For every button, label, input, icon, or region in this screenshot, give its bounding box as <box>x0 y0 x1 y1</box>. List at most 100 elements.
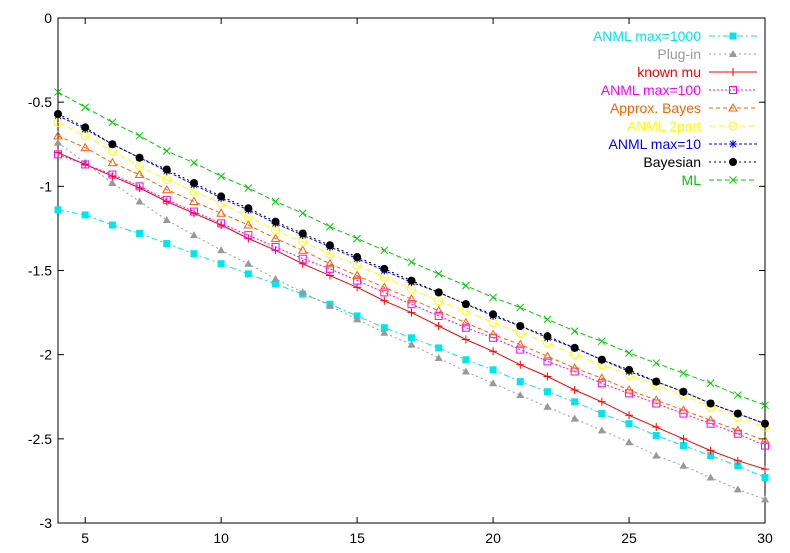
data-point <box>271 217 280 226</box>
series-line <box>57 135 766 441</box>
y-tick-label: -1.5 <box>28 263 52 279</box>
legend-label: ANML max=10 <box>609 136 702 152</box>
legend-label: Bayesian <box>643 154 701 170</box>
series-1 <box>54 138 769 503</box>
data-point <box>625 438 634 446</box>
series-4 <box>53 130 770 445</box>
legend-label: ML <box>682 172 702 188</box>
data-point <box>625 349 633 357</box>
data-point <box>597 355 606 364</box>
data-point <box>353 315 362 323</box>
data-point <box>729 68 737 76</box>
data-point <box>516 345 525 354</box>
data-point <box>489 366 497 374</box>
data-point <box>596 373 607 382</box>
data-point <box>707 452 715 460</box>
data-point <box>190 158 198 167</box>
data-point <box>353 283 362 292</box>
data-point <box>54 206 62 214</box>
data-point <box>761 441 769 450</box>
series-7 <box>54 109 769 428</box>
data-point <box>571 398 579 406</box>
data-point <box>135 184 144 193</box>
y-tick-label: -3 <box>40 515 53 531</box>
data-point <box>516 322 525 331</box>
series-line <box>57 153 766 447</box>
data-point <box>81 211 89 219</box>
data-point <box>135 153 144 162</box>
legend-entry: ANML max=1000 <box>593 28 757 44</box>
data-point <box>624 385 634 394</box>
data-point <box>678 405 689 414</box>
data-point <box>217 192 226 201</box>
series-line <box>57 209 766 479</box>
data-point <box>569 363 580 372</box>
data-point <box>761 401 769 410</box>
data-point <box>570 386 579 395</box>
data-point <box>54 88 62 96</box>
data-point <box>597 337 606 346</box>
data-point <box>353 234 361 243</box>
data-point <box>543 388 551 396</box>
data-point <box>272 280 280 288</box>
data-point <box>761 495 769 503</box>
data-point <box>729 140 737 148</box>
data-point <box>679 434 688 443</box>
data-point <box>461 335 470 344</box>
legend-label: ANML 2part <box>627 118 701 134</box>
data-point <box>107 157 118 167</box>
data-point <box>380 264 389 273</box>
data-point <box>407 258 416 266</box>
data-point <box>729 176 737 184</box>
data-point <box>597 426 606 434</box>
x-tick-label: 20 <box>485 530 501 546</box>
data-point <box>729 158 737 166</box>
data-point <box>217 246 226 254</box>
data-point <box>761 474 769 482</box>
data-point <box>353 276 362 285</box>
data-point <box>461 300 470 309</box>
data-point <box>434 270 443 278</box>
data-point <box>325 264 334 273</box>
data-point <box>325 258 335 268</box>
series-layer <box>53 88 770 503</box>
series-line <box>57 121 766 428</box>
legend-label: Plug-in <box>657 46 701 62</box>
data-point <box>298 259 307 268</box>
data-point <box>489 379 498 387</box>
data-point <box>135 131 144 140</box>
data-point <box>761 465 769 474</box>
data-point <box>162 175 172 185</box>
data-point <box>729 32 737 40</box>
data-point <box>244 204 253 213</box>
data-point <box>325 301 334 309</box>
data-point <box>407 308 416 317</box>
data-point <box>434 288 443 297</box>
data-point <box>652 377 661 386</box>
data-point <box>134 169 145 179</box>
data-point <box>728 121 738 131</box>
data-point <box>652 451 661 459</box>
data-point <box>407 276 416 285</box>
data-point <box>706 399 715 408</box>
axes: 5 10 15 20 25 30 0 -0.5 -1 -1.5 -2 -2.5 -3 <box>28 10 773 546</box>
data-point <box>244 231 253 240</box>
data-point <box>433 305 444 315</box>
data-point <box>434 322 443 331</box>
data-point <box>380 324 388 332</box>
data-point <box>679 461 688 469</box>
data-point <box>462 356 470 364</box>
data-point <box>270 233 281 243</box>
data-point <box>325 241 334 250</box>
data-point <box>380 328 389 336</box>
y-tick-label: -1 <box>40 178 53 194</box>
legend-entry: Approx. Bayes <box>610 100 757 116</box>
data-point <box>732 425 743 434</box>
data-point <box>760 435 770 445</box>
data-point <box>352 270 362 280</box>
data-point <box>652 359 661 367</box>
data-point <box>271 197 280 206</box>
data-point <box>189 207 198 216</box>
data-point <box>108 118 117 127</box>
data-point <box>679 387 688 396</box>
